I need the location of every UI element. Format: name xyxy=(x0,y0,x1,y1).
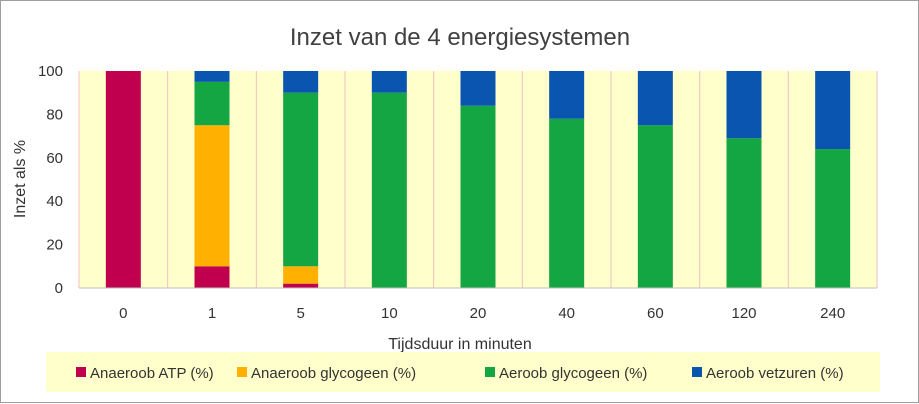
x-tick-label: 1 xyxy=(208,305,216,322)
bar-segment xyxy=(460,71,496,106)
bar-segment xyxy=(815,149,851,288)
legend-swatch xyxy=(485,367,495,377)
legend-swatch xyxy=(76,367,86,377)
x-tick-label: 0 xyxy=(119,305,127,322)
legend-swatch xyxy=(237,367,247,377)
x-tick-label: 10 xyxy=(381,305,398,322)
bar-segment xyxy=(105,71,141,288)
bar-segment xyxy=(283,92,319,267)
bars xyxy=(105,71,851,289)
legend-label: Aeroob vetzuren (%) xyxy=(706,365,844,382)
bar-segment xyxy=(371,71,407,93)
legend-swatch xyxy=(692,367,702,377)
bar-segment xyxy=(283,71,319,93)
bar-segment xyxy=(283,283,319,288)
bar-segment xyxy=(637,71,673,126)
bar-segment xyxy=(815,71,851,150)
legend-label: Anaeroob ATP (%) xyxy=(90,365,214,382)
chart-title: Inzet van de 4 energiesystemen xyxy=(290,24,630,51)
x-tick-label: 40 xyxy=(558,305,575,322)
grid-lines xyxy=(78,71,878,288)
x-axis-ticks: 0 1 5 10 20 40 60 120 240 xyxy=(119,305,845,322)
bar-segment xyxy=(726,71,762,139)
y-tick-label: 100 xyxy=(38,63,63,80)
bar-segment xyxy=(194,71,230,82)
x-tick-label: 240 xyxy=(820,305,845,322)
bar-segment xyxy=(194,81,230,126)
bar-segment xyxy=(283,266,319,284)
bar-segment xyxy=(637,125,673,288)
x-tick-label: 5 xyxy=(296,305,304,322)
x-tick-label: 60 xyxy=(647,305,664,322)
x-tick-label: 120 xyxy=(731,305,756,322)
bar-segment xyxy=(549,118,585,289)
bar-segment xyxy=(726,138,762,288)
legend-entries: Anaeroob ATP (%) Anaeroob glycogeen (%) Ae… xyxy=(76,365,844,382)
y-tick-label: 0 xyxy=(55,280,63,297)
legend xyxy=(46,352,880,392)
x-axis-label: Tijdsduur in minuten xyxy=(388,336,531,353)
bar-segment xyxy=(194,125,230,267)
y-tick-label: 20 xyxy=(46,237,63,254)
bar-segment xyxy=(460,105,496,288)
y-tick-label: 80 xyxy=(46,106,63,123)
y-tick-label: 60 xyxy=(46,150,63,167)
y-tick-label: 40 xyxy=(46,193,63,210)
legend-label: Aeroob glycogeen (%) xyxy=(499,365,647,382)
bar-segment xyxy=(371,92,407,288)
bar-segment xyxy=(194,266,230,288)
y-axis-ticks: 0 20 40 60 80 100 xyxy=(38,63,63,297)
bar-segment xyxy=(549,71,585,119)
x-tick-label: 20 xyxy=(470,305,487,322)
legend-label: Anaeroob glycogeen (%) xyxy=(251,365,416,382)
y-axis-label: Inzet als % xyxy=(12,140,29,218)
